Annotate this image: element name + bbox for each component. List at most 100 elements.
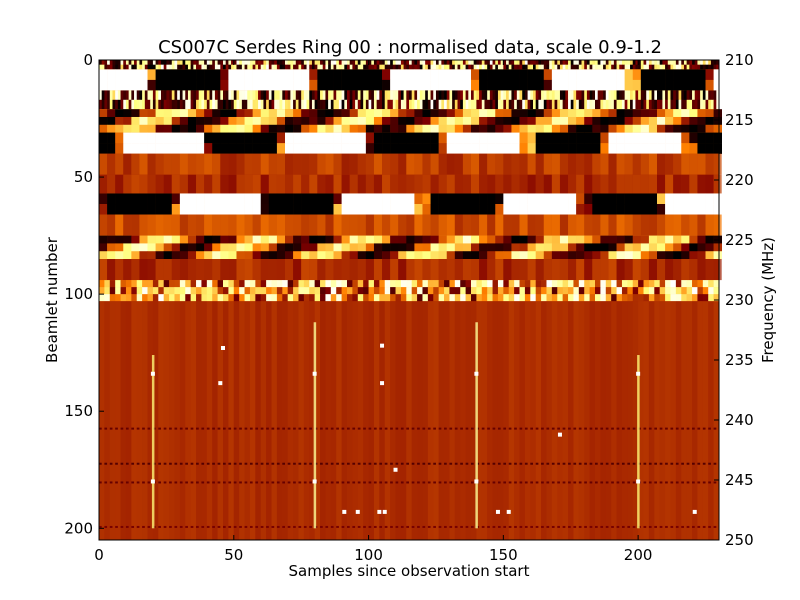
heatmap-cell	[352, 301, 358, 540]
heatmap-band	[99, 301, 719, 540]
horizontal-line-segment	[271, 481, 275, 484]
heatmap-cell	[425, 60, 429, 65]
heatmap-cell	[414, 143, 423, 154]
heatmap-cell	[657, 153, 666, 175]
heatmap-cell	[673, 69, 682, 81]
heatmap-cell	[379, 280, 386, 288]
heatmap-cell	[142, 60, 146, 65]
heatmap-cell	[449, 280, 456, 288]
heatmap-cell	[414, 243, 423, 252]
horizontal-line-segment	[217, 427, 221, 430]
heatmap-band	[99, 132, 722, 154]
heatmap-cell	[142, 99, 146, 110]
heatmap-cell	[689, 204, 698, 215]
heatmap-cell	[147, 235, 156, 244]
heatmap-cell	[169, 301, 175, 540]
heatmap-cell	[390, 124, 399, 133]
heatmap-cell	[406, 116, 415, 126]
horizontal-line-segment	[271, 427, 275, 430]
horizontal-line-segment	[330, 427, 334, 430]
horizontal-line-segment	[169, 481, 172, 484]
heatmap-cell	[325, 64, 329, 70]
heatmap-cell	[417, 90, 421, 101]
heatmap-cell	[621, 301, 628, 540]
heatmap-cell	[686, 64, 690, 70]
heatmap-cell	[430, 204, 439, 215]
horizontal-line-segment	[120, 481, 124, 484]
heatmap-cell	[624, 132, 634, 144]
horizontal-line-segment	[174, 462, 178, 465]
heatmap-cell	[228, 79, 237, 91]
heatmap-cell	[438, 79, 448, 91]
heatmap-cell	[441, 99, 445, 110]
heatmap-cell	[266, 280, 272, 288]
heatmap-cell	[382, 132, 391, 144]
heatmap-cell	[363, 294, 369, 302]
heatmap-cell	[290, 99, 294, 110]
heatmap-cell	[320, 280, 326, 288]
heatmap-cell	[309, 301, 315, 540]
heatmap-cell	[333, 90, 337, 101]
heatmap-cell	[608, 153, 617, 175]
heatmap-cell	[228, 193, 237, 205]
heatmap-cell	[360, 64, 364, 70]
heatmap-cell	[293, 99, 297, 110]
heatmap-cell	[268, 124, 278, 133]
horizontal-line-segment	[454, 462, 458, 465]
heatmap-cell	[352, 90, 356, 101]
heatmap-cell	[171, 99, 175, 110]
horizontal-line-segment	[573, 525, 577, 528]
heatmap-cell	[530, 64, 534, 70]
heatmap-cell	[559, 174, 569, 194]
heatmap-cell	[632, 153, 641, 175]
bright-pixel	[506, 509, 511, 514]
heatmap-cell	[325, 193, 334, 205]
heatmap-cell	[454, 153, 463, 175]
y-tick-label: 0	[83, 51, 93, 69]
heatmap-cell	[406, 280, 412, 288]
heatmap-cell	[551, 69, 561, 81]
heatmap-cell	[371, 99, 375, 110]
horizontal-line-segment	[584, 525, 587, 528]
heatmap-cell	[592, 124, 601, 133]
heatmap-cell	[171, 90, 175, 101]
heatmap-cell	[390, 99, 394, 110]
heatmap-cell	[276, 64, 280, 70]
heatmap-cell	[576, 251, 585, 260]
heatmap-cell	[465, 99, 469, 110]
heatmap-cell	[317, 79, 326, 91]
heatmap-cell	[657, 235, 666, 244]
heatmap-cell	[244, 64, 248, 70]
heatmap-cell	[282, 301, 288, 540]
heatmap-cell	[244, 259, 253, 281]
heatmap-cell	[608, 174, 617, 194]
heatmap-cell	[697, 287, 704, 295]
heatmap-cell	[236, 79, 245, 91]
heatmap-cell	[322, 64, 326, 70]
heatmap-cell	[341, 90, 345, 101]
heatmap-cell	[352, 280, 359, 288]
heatmap-cell	[659, 90, 663, 101]
heatmap-cell	[519, 99, 523, 110]
heatmap-cell	[398, 132, 407, 144]
heatmap-cell	[697, 79, 706, 91]
heatmap-cell	[422, 124, 431, 133]
heatmap-cell	[152, 60, 156, 65]
heatmap-cell	[266, 287, 272, 295]
heatmap-cell	[357, 301, 364, 540]
heatmap-cell	[519, 287, 526, 295]
heatmap-cell	[702, 99, 706, 110]
heatmap-cell	[444, 99, 448, 110]
heatmap-cell	[190, 60, 194, 65]
heatmap-cell	[551, 143, 561, 154]
horizontal-line-segment	[578, 427, 582, 430]
heatmap-cell	[206, 294, 213, 302]
heatmap-cell	[697, 153, 706, 175]
heatmap-cell	[115, 174, 124, 194]
heatmap-cell	[657, 60, 660, 65]
heatmap-cell	[309, 243, 318, 252]
heatmap-cell	[576, 243, 585, 252]
heatmap-cell	[390, 259, 399, 281]
heatmap-cell	[462, 109, 472, 118]
heatmap-cell	[333, 132, 342, 144]
